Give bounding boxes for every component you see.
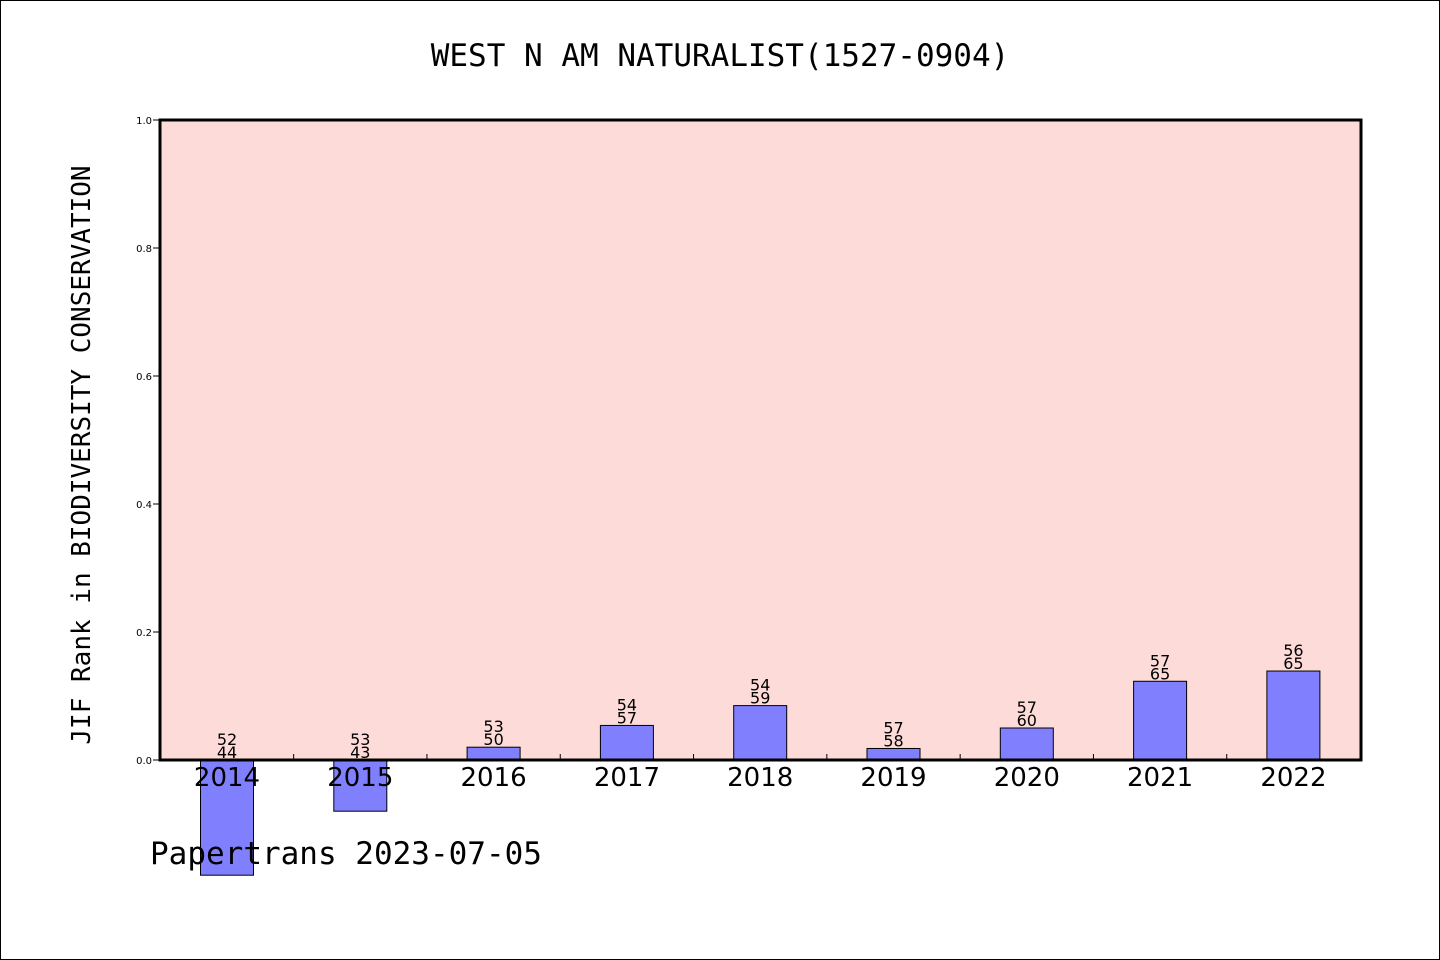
x-tick-label: 2020 [994, 763, 1060, 793]
data-label-top: 57 [1150, 651, 1170, 670]
data-label-bottom: 57 [617, 708, 637, 727]
data-label-top: 57 [883, 718, 903, 737]
y-axis-ticks: 0.0 0.2 0.4 0.6 0.8 1.0 [136, 116, 160, 767]
data-label-top: 54 [750, 676, 770, 695]
x-tick-label: 2014 [194, 763, 260, 793]
data-label-top: 53 [350, 730, 370, 749]
y-axis-label: JIF Rank in BIODIVERSITY CONSERVATION [67, 165, 97, 744]
data-label-top: 56 [1283, 641, 1303, 660]
bar-2022 [1266, 670, 1321, 761]
data-label-top: 54 [617, 695, 637, 714]
bar-2021 [1133, 680, 1188, 761]
chart-title: WEST N AM NATURALIST(1527-0904) [431, 38, 1010, 74]
data-label-bottom: 43 [350, 743, 370, 762]
bar-2014 [200, 759, 254, 876]
x-tick-label: 2015 [327, 763, 393, 793]
data-label-bottom: 50 [483, 730, 503, 749]
data-label-top: 57 [1017, 698, 1037, 717]
data-label-top: 53 [483, 717, 503, 736]
x-tick-label: 2021 [1127, 763, 1193, 793]
x-tick-label: 2016 [461, 763, 527, 793]
x-tick-label: 2019 [860, 763, 926, 793]
y-tick-label: 0.0 [136, 756, 152, 767]
x-tick-label: 2022 [1260, 763, 1326, 793]
data-label-bottom: 59 [750, 689, 770, 708]
y-tick-label: 1.0 [136, 116, 152, 127]
y-tick-label: 0.6 [136, 372, 152, 383]
bar-2018 [733, 705, 788, 761]
y-tick-label: 0.4 [136, 500, 152, 511]
x-tick-label: 2018 [727, 763, 793, 793]
bar-2017 [599, 724, 654, 761]
data-label-bottom: 65 [1150, 664, 1170, 683]
data-label-bottom: 65 [1283, 654, 1303, 673]
data-label-bottom: 44 [217, 743, 237, 762]
y-tick-label: 0.2 [136, 628, 152, 639]
watermark-text: Papertrans 2023-07-05 [150, 836, 542, 872]
x-axis-ticks: 2014 2015 2016 2017 2018 2019 2020 2021 2022 [194, 754, 1326, 793]
bar-2020 [999, 727, 1054, 761]
data-label-bottom: 58 [883, 731, 903, 750]
plot-area [160, 120, 1361, 760]
data-label-bottom: 60 [1017, 711, 1037, 730]
x-tick-label: 2017 [594, 763, 660, 793]
y-tick-label: 0.8 [136, 244, 152, 255]
plot-border [158, 118, 1363, 762]
data-label-top: 52 [217, 730, 237, 749]
